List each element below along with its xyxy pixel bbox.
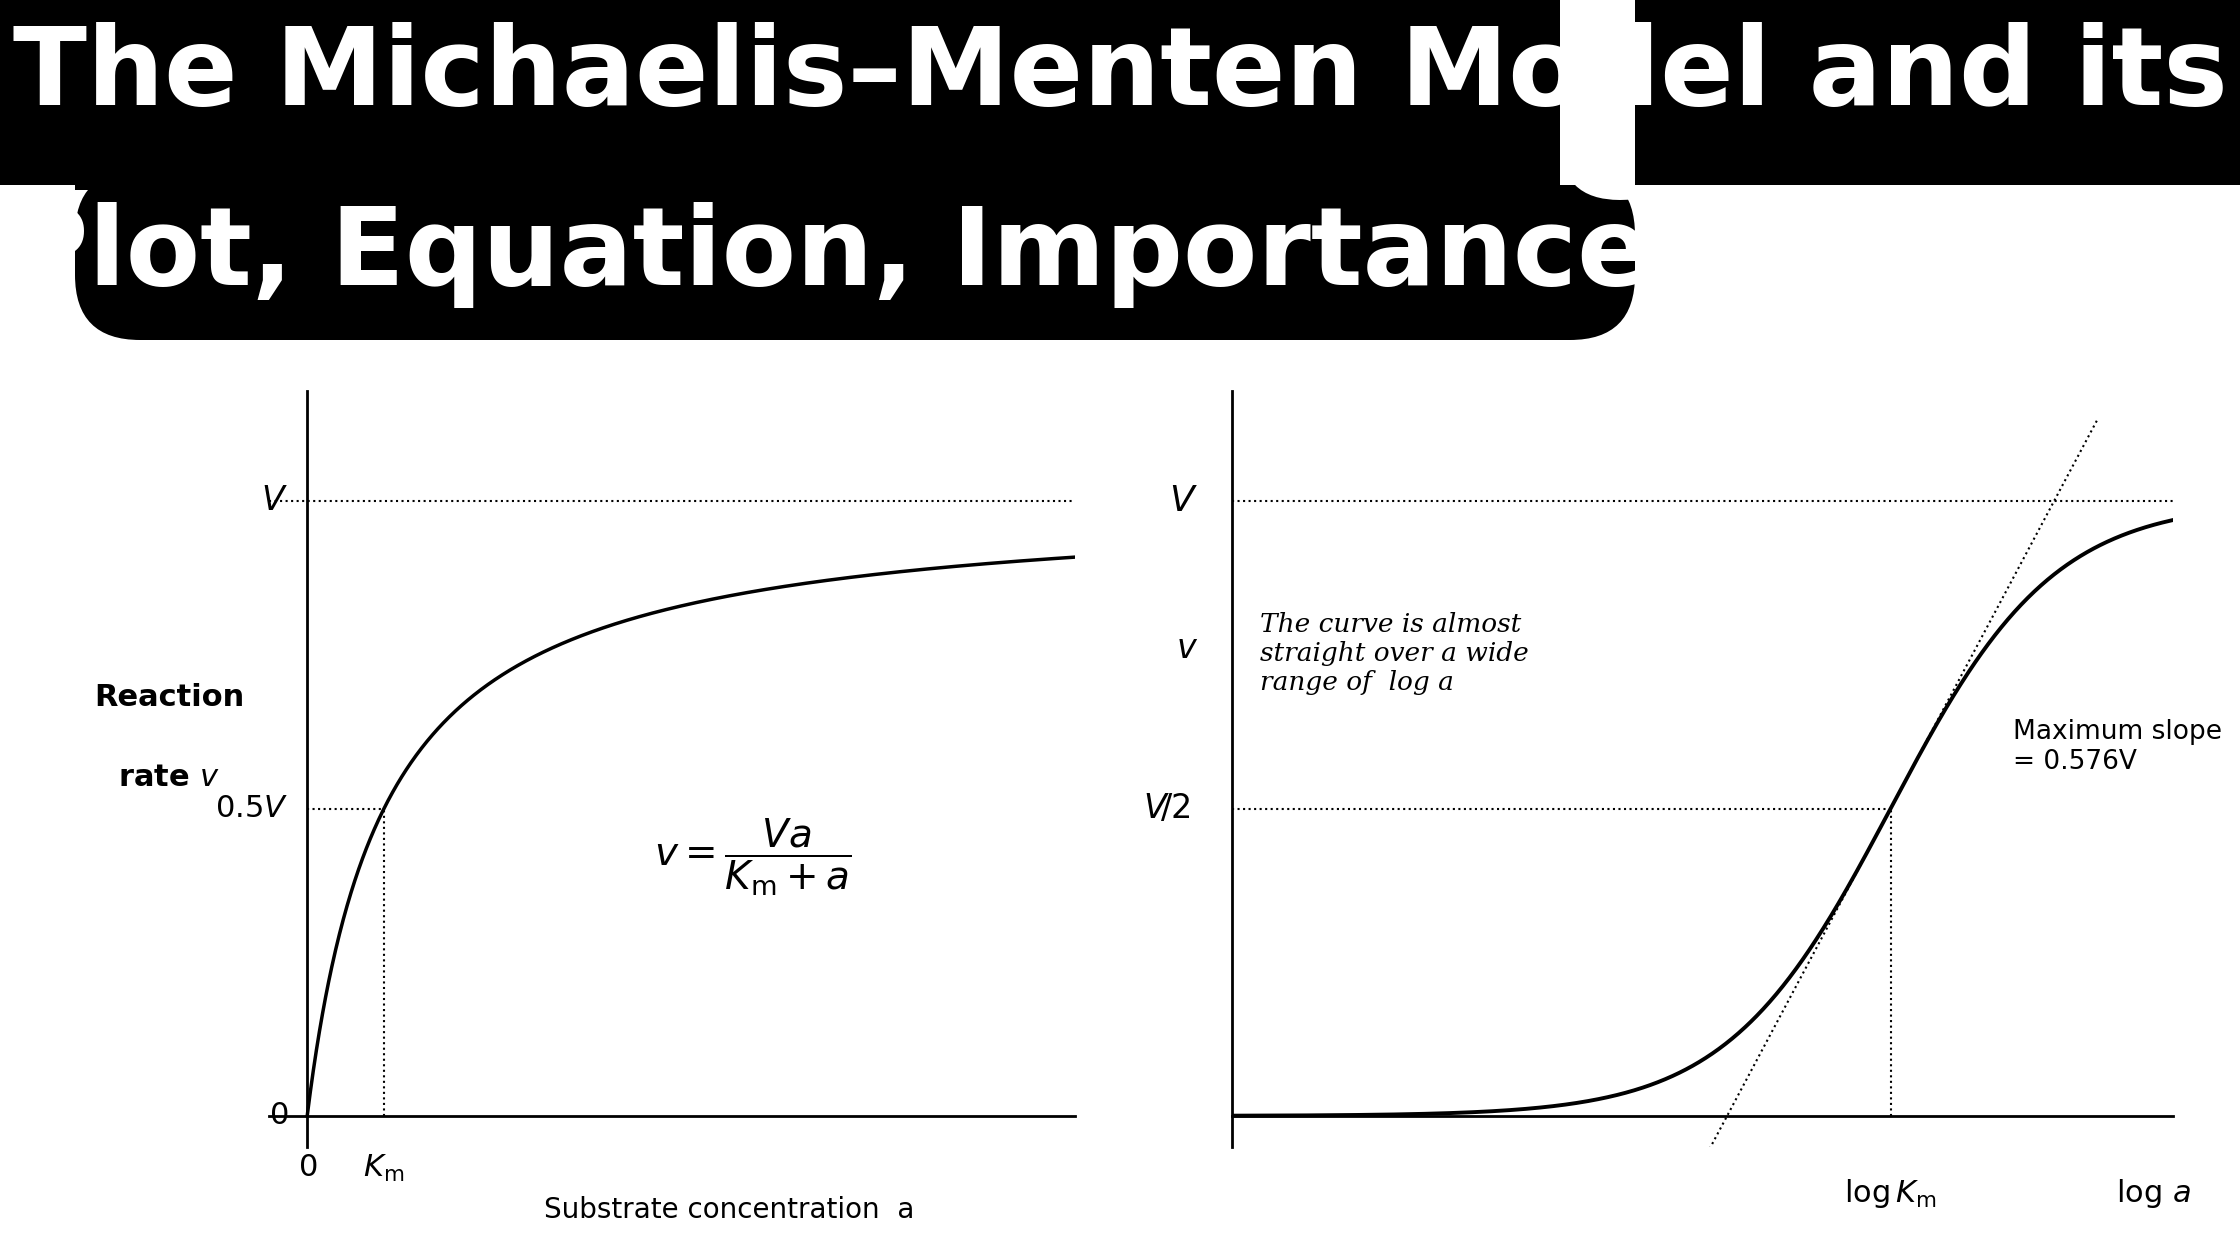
- Text: $V$: $V$: [1169, 484, 1198, 518]
- Bar: [74, 180, 1635, 190]
- Bar: [1635, 0, 2240, 185]
- Text: $v = \dfrac{Va}{K_\mathrm{m} + a}$: $v = \dfrac{Va}{K_\mathrm{m} + a}$: [654, 816, 851, 898]
- FancyBboxPatch shape: [0, 0, 2240, 185]
- Text: $0.5V$: $0.5V$: [215, 793, 289, 824]
- Text: Reaction: Reaction: [94, 683, 244, 712]
- Text: Substrate concentration  a: Substrate concentration a: [544, 1196, 914, 1223]
- FancyBboxPatch shape: [74, 170, 1635, 340]
- Text: Plot, Equation, Importance: Plot, Equation, Importance: [9, 202, 1651, 307]
- Text: Maximum slope
= 0.576V: Maximum slope = 0.576V: [2014, 719, 2222, 775]
- Text: $0$: $0$: [298, 1153, 316, 1182]
- Text: $V\!/2$: $V\!/2$: [1142, 793, 1192, 824]
- Text: rate $v$: rate $v$: [119, 764, 220, 793]
- FancyBboxPatch shape: [1559, 79, 1680, 200]
- Bar: [1559, 0, 2240, 185]
- Text: The curve is almost
straight over a wide
range of  log a: The curve is almost straight over a wide…: [1261, 612, 1530, 694]
- Text: $v$: $v$: [1176, 633, 1198, 665]
- Text: $\log K_\mathrm{m}$: $\log K_\mathrm{m}$: [1844, 1177, 1938, 1211]
- Text: $V$: $V$: [262, 485, 289, 518]
- Text: $\log\,a$: $\log\,a$: [2117, 1177, 2191, 1211]
- Text: $0$: $0$: [269, 1101, 289, 1130]
- Text: $K_\mathrm{m}$: $K_\mathrm{m}$: [363, 1153, 405, 1184]
- Text: The Michaelis–Menten Model and its: The Michaelis–Menten Model and its: [13, 21, 2227, 129]
